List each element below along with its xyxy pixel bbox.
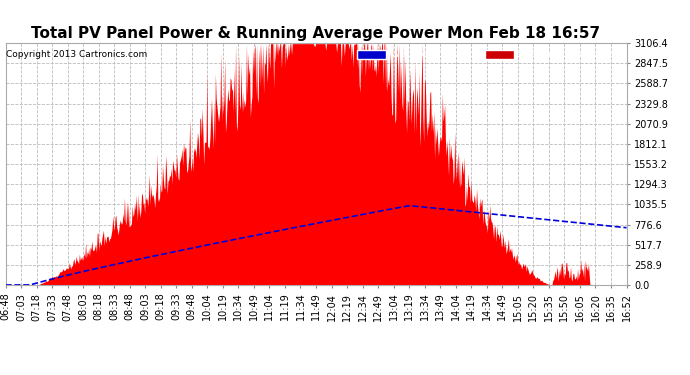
Legend: Average  (DC Watts), PV Panels  (DC Watts): Average (DC Watts), PV Panels (DC Watts) <box>355 48 622 62</box>
Text: Copyright 2013 Cartronics.com: Copyright 2013 Cartronics.com <box>6 50 148 59</box>
Title: Total PV Panel Power & Running Average Power Mon Feb 18 16:57: Total PV Panel Power & Running Average P… <box>32 26 600 40</box>
